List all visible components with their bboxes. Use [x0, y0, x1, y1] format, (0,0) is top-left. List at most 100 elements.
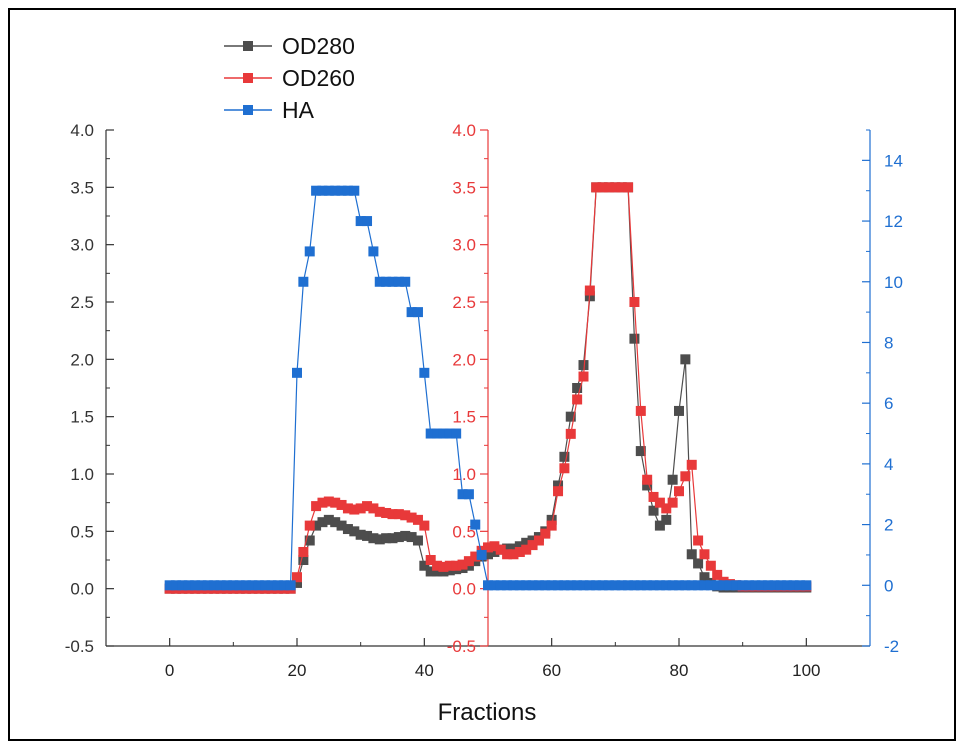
left-tick-label: 4.0 [70, 121, 94, 140]
data-point-ha [292, 367, 302, 378]
data-point-od280 [521, 537, 532, 548]
data-point-od280 [330, 517, 341, 528]
data-point-ha [559, 580, 570, 591]
data-point-od280 [680, 354, 691, 365]
data-point-ha [782, 580, 793, 591]
data-point-ha [260, 580, 271, 591]
data-point-od260 [635, 405, 646, 416]
middle-tick-label: 3.0 [452, 236, 476, 255]
legend-marker-od280 [243, 41, 253, 51]
left-tick-label: 3.0 [70, 236, 94, 255]
x-tick-label: 60 [542, 661, 561, 680]
middle-tick-label: 1.0 [452, 465, 476, 484]
data-point-ha [578, 580, 589, 591]
data-point-ha [521, 580, 532, 591]
data-point-ha [546, 580, 557, 591]
x-tick-label: 80 [670, 661, 689, 680]
data-point-od260 [597, 182, 608, 193]
data-point-od280 [661, 514, 672, 525]
data-point-od260 [610, 182, 621, 193]
legend-label-od260: OD260 [282, 65, 355, 91]
data-point-od260 [406, 512, 417, 523]
data-point-ha [311, 185, 322, 196]
data-point-od260 [654, 497, 665, 508]
data-point-od280 [368, 533, 379, 544]
data-point-od280 [425, 566, 436, 577]
data-point-ha [553, 580, 564, 591]
legend-marker-od260 [243, 73, 253, 83]
right-tick-label: 8 [884, 333, 893, 352]
data-point-ha [400, 276, 411, 287]
data-point-ha [451, 428, 462, 439]
left-tick-label: -0.5 [65, 637, 94, 656]
data-point-ha [177, 580, 188, 591]
data-point-od260 [527, 540, 538, 551]
data-point-ha [374, 276, 385, 287]
left-tick-label: 1.0 [70, 465, 94, 484]
data-point-od260 [705, 560, 716, 571]
data-point-ha [190, 580, 201, 591]
data-point-ha [419, 367, 430, 378]
data-point-ha [572, 580, 583, 591]
data-point-ha [514, 580, 525, 591]
data-point-ha [718, 580, 729, 591]
data-point-od260 [648, 491, 659, 502]
data-point-ha [495, 580, 506, 591]
x-tick-label: 20 [288, 661, 307, 680]
data-point-od280 [336, 520, 347, 531]
data-point-od280 [406, 532, 417, 543]
data-point-od260 [572, 394, 583, 405]
data-point-ha [705, 580, 716, 591]
left-tick-label: 1.5 [70, 408, 94, 427]
data-point-od280 [304, 535, 315, 546]
data-point-od280 [298, 555, 309, 565]
data-point-od280 [629, 333, 640, 344]
data-point-od280 [565, 411, 576, 422]
data-point-ha [470, 519, 481, 530]
data-point-ha [775, 580, 786, 591]
data-point-ha [406, 307, 417, 318]
data-point-od260 [686, 459, 697, 470]
data-point-od280 [693, 558, 704, 569]
data-point-od260 [629, 297, 640, 307]
data-point-ha [527, 580, 538, 591]
data-point-od280 [508, 543, 519, 554]
data-point-od280 [489, 546, 500, 557]
data-point-od260 [323, 496, 334, 507]
data-point-od260 [489, 541, 500, 552]
data-point-ha [266, 580, 277, 591]
data-point-ha [756, 580, 767, 591]
data-point-od280 [400, 530, 411, 541]
data-point-ha [228, 580, 239, 591]
data-point-od260 [712, 569, 723, 580]
data-point-od260 [680, 471, 691, 482]
data-point-ha [349, 185, 360, 196]
data-point-od280 [546, 514, 557, 525]
middle-tick-label: 2.0 [452, 350, 476, 369]
data-point-od280 [572, 383, 583, 393]
data-point-ha [603, 580, 614, 591]
middle-tick-label: 3.5 [452, 178, 476, 197]
data-point-od260 [349, 504, 360, 515]
data-point-ha [215, 580, 226, 591]
data-point-ha [247, 580, 258, 591]
data-point-od280 [674, 405, 684, 416]
data-point-od260 [584, 285, 595, 296]
data-point-od260 [425, 555, 436, 565]
legend-label-od280: OD280 [282, 33, 355, 59]
middle-tick-label: -0.5 [447, 637, 476, 656]
data-point-ha [330, 185, 341, 196]
data-point-od260 [559, 463, 570, 474]
data-point-od260 [463, 556, 474, 567]
data-point-ha [234, 580, 245, 591]
chart-frame: -0.5 0.0 0.5 1.0 1.5 2.0 2.5 3.0 3.5 4.0 0 20 40 60 80… [8, 8, 956, 741]
data-point-ha [381, 276, 392, 287]
data-point-ha [724, 580, 735, 591]
data-point-ha [476, 549, 487, 560]
x-tick-label: 40 [415, 661, 434, 680]
data-point-ha [648, 580, 659, 591]
middle-tick-label: 0.5 [452, 522, 476, 541]
data-point-od260 [419, 520, 430, 531]
data-point-od280 [502, 543, 513, 554]
right-tick-label: 6 [884, 394, 893, 413]
